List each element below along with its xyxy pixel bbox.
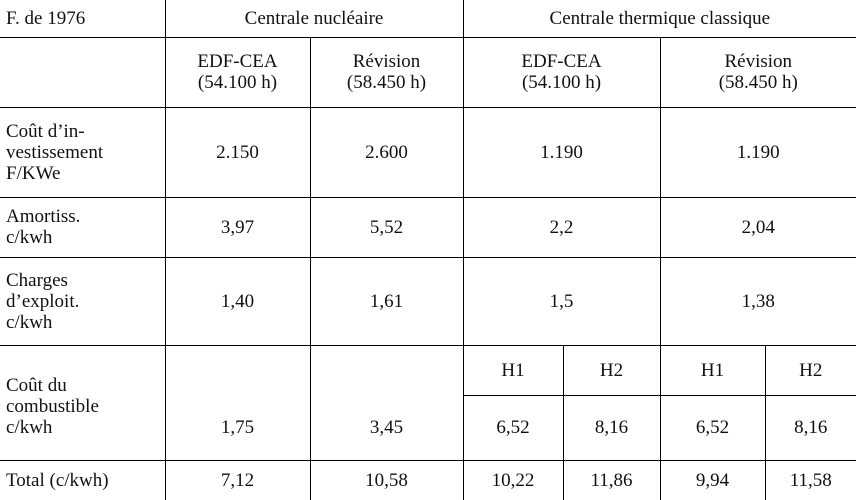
value-cell: 10,22 <box>462 459 564 500</box>
value-cell: 2,2 <box>462 196 661 258</box>
row-label: Total (c/kwh) <box>0 459 166 500</box>
text-line: Coût d’in- <box>6 120 85 142</box>
value-cell: 1,5 <box>462 256 661 346</box>
text-line: vestissement <box>6 141 104 163</box>
value-cell: 2,04 <box>659 196 856 258</box>
text-line: Coût du <box>6 374 67 396</box>
sub-header: H1 <box>659 344 766 396</box>
text-line: (58.450 h) <box>718 72 798 93</box>
value-cell: 7,12 <box>164 459 311 500</box>
sub-header: Révision (58.450 h) <box>309 36 464 108</box>
value-cell: 8,16 <box>562 394 661 461</box>
text-line: (58.450 h) <box>346 72 427 93</box>
value-cell: 11,58 <box>764 459 856 500</box>
text-line: c/kwh <box>6 416 53 438</box>
value-cell: 11,86 <box>562 459 661 500</box>
sub-header: Révision (58.450 h) <box>659 36 856 108</box>
text-line: (54.100 h) <box>521 72 602 93</box>
text-line: c/kwh <box>6 311 53 333</box>
row-label: Coût du combustible c/kwh <box>0 344 166 461</box>
value-cell: 1,40 <box>164 256 311 346</box>
text-line: EDF-CEA <box>197 51 278 72</box>
text-line: Charges <box>6 269 68 291</box>
value-cell: 1,75 <box>164 344 311 461</box>
text-line: Amortiss. <box>6 206 81 227</box>
sub-header: H1 <box>462 344 564 396</box>
text-line: d’exploit. <box>6 290 80 312</box>
text-line: Révision <box>724 51 793 72</box>
value-cell: 3,97 <box>164 196 311 258</box>
value-cell: 8,16 <box>764 394 856 461</box>
sub-header: EDF-CEA (54.100 h) <box>164 36 311 108</box>
text-line: F/KWe <box>6 162 61 184</box>
text-line: EDF-CEA <box>521 51 602 72</box>
sub-header: EDF-CEA (54.100 h) <box>462 36 661 108</box>
row-label: Charges d’exploit. c/kwh <box>0 256 166 346</box>
corner: F. de 1976 <box>0 0 166 38</box>
empty-cell <box>0 36 166 108</box>
group-header: Centrale nucléaire <box>164 0 464 38</box>
row-label: Amortiss. c/kwh <box>0 196 166 258</box>
sub-header: H2 <box>562 344 661 396</box>
value-cell: 10,58 <box>309 459 464 500</box>
value-cell: 2.600 <box>309 106 464 198</box>
value-cell: 1,61 <box>309 256 464 346</box>
text-line: (54.100 h) <box>197 72 278 93</box>
value-cell: 9,94 <box>659 459 766 500</box>
value-cell: 1.190 <box>462 106 661 198</box>
value-cell: 5,52 <box>309 196 464 258</box>
value-cell: 6,52 <box>463 394 564 461</box>
text-line: combustible <box>6 395 99 417</box>
value-cell: 3,45 <box>309 344 464 461</box>
value-cell: 1.190 <box>659 106 856 198</box>
row-label: Coût d’in-vestissement F/KWe <box>0 106 166 198</box>
text-line: Révision <box>352 51 421 72</box>
sub-header: H2 <box>764 344 856 396</box>
value-cell: 2.150 <box>164 106 311 198</box>
value-cell: 1,38 <box>659 256 856 346</box>
group-header: Centrale thermique classique <box>462 0 856 38</box>
text-line: c/kwh <box>6 227 53 248</box>
value-cell: 6,52 <box>659 394 766 461</box>
